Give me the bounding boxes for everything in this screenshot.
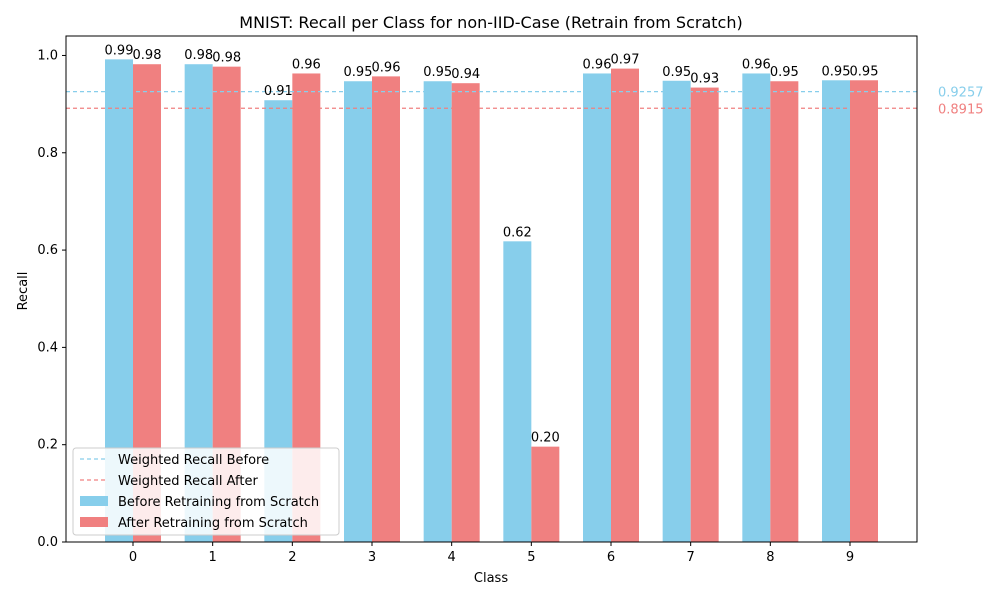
legend-box [72, 447, 340, 536]
x-tick-label: 7 [687, 550, 695, 565]
x-tick-label: 4 [448, 550, 456, 565]
data-label-before-class-4: 0.95 [423, 65, 452, 80]
legend-label-before: Before Retraining from Scratch [118, 495, 319, 510]
legend-label-weighted-after: Weighted Recall After [118, 474, 258, 489]
plot-frame [65, 35, 918, 543]
x-tick-label: 5 [527, 550, 535, 565]
legend-swatch-before [80, 496, 108, 506]
bar-before-class-4 [423, 81, 452, 542]
data-label-after-class-2: 0.96 [292, 57, 321, 72]
legend-label-weighted-before: Weighted Recall Before [118, 453, 269, 468]
bar-after-class-6 [611, 68, 639, 542]
bar-before-class-8 [742, 73, 771, 542]
chart-title: MNIST: Recall per Class for non-IID-Case… [239, 13, 742, 32]
y-tick-label: 0.2 [37, 438, 58, 453]
x-tick-label: 0 [129, 550, 137, 565]
bar-before-class-3 [344, 81, 372, 542]
legend-swatch-after [80, 517, 108, 527]
bar-after-class-8 [770, 81, 799, 542]
data-label-after-class-1: 0.98 [212, 51, 241, 66]
data-label-after-class-9: 0.95 [850, 64, 879, 79]
data-label-after-class-6: 0.97 [611, 53, 640, 68]
reference-line-label-before: 0.9257 [938, 86, 984, 101]
reference-line-label-after: 0.8915 [938, 102, 984, 117]
x-tick-label: 9 [846, 550, 854, 565]
data-label-before-class-3: 0.95 [344, 65, 373, 80]
x-tick-label: 6 [607, 550, 615, 565]
data-label-after-class-0: 0.98 [133, 48, 162, 63]
bar-after-class-5 [531, 446, 560, 542]
y-tick-label: 1.0 [37, 48, 58, 63]
data-label-after-class-5: 0.20 [531, 431, 560, 446]
x-tick-label: 8 [766, 550, 774, 565]
x-tick-label: 3 [368, 550, 376, 565]
bar-after-class-3 [372, 76, 400, 542]
bar-after-class-7 [690, 87, 719, 543]
legend: Weighted Recall Before Weighted Recall Af… [72, 447, 340, 536]
bar-before-class-6 [583, 73, 611, 542]
data-label-before-class-2: 0.91 [264, 84, 293, 99]
data-label-after-class-8: 0.95 [770, 65, 799, 80]
axes-layer: 0.0 0.2 0.4 0.6 0.8 1.0 0 1 2 3 4 5 6 7 8 9 [37, 35, 918, 565]
x-tick-label: 2 [288, 550, 296, 565]
x-tick-label: 1 [209, 550, 217, 565]
data-label-before-class-7: 0.95 [662, 65, 691, 80]
data-label-before-class-9: 0.95 [822, 64, 851, 79]
data-labels-layer: 0.99 0.980.910.95 0.950.620.96 0.95 0.96 0.95… [105, 43, 879, 445]
y-tick-label: 0.6 [37, 243, 58, 258]
data-label-before-class-8: 0.96 [742, 57, 771, 72]
y-tick-label: 0.4 [37, 340, 58, 355]
bar-after-class-9 [850, 80, 878, 543]
data-label-after-class-4: 0.94 [451, 67, 480, 82]
data-label-before-class-0: 0.99 [105, 43, 134, 58]
x-axis-label: Class [474, 571, 508, 586]
data-label-after-class-7: 0.93 [690, 72, 719, 87]
bar-before-class-7 [662, 80, 691, 542]
y-tick-label: 0.0 [37, 535, 58, 550]
bar-before-class-5 [503, 241, 532, 543]
data-label-after-class-3: 0.96 [372, 60, 401, 75]
legend-label-after: After Retraining from Scratch [118, 516, 308, 531]
y-axis-label: Recall [16, 272, 31, 311]
y-tick-label: 0.8 [37, 146, 58, 161]
data-label-before-class-1: 0.98 [184, 48, 213, 63]
data-label-before-class-6: 0.96 [583, 57, 612, 72]
data-label-before-class-5: 0.62 [503, 225, 532, 240]
bar-after-class-4 [451, 83, 480, 543]
bar-before-class-9 [822, 80, 850, 543]
